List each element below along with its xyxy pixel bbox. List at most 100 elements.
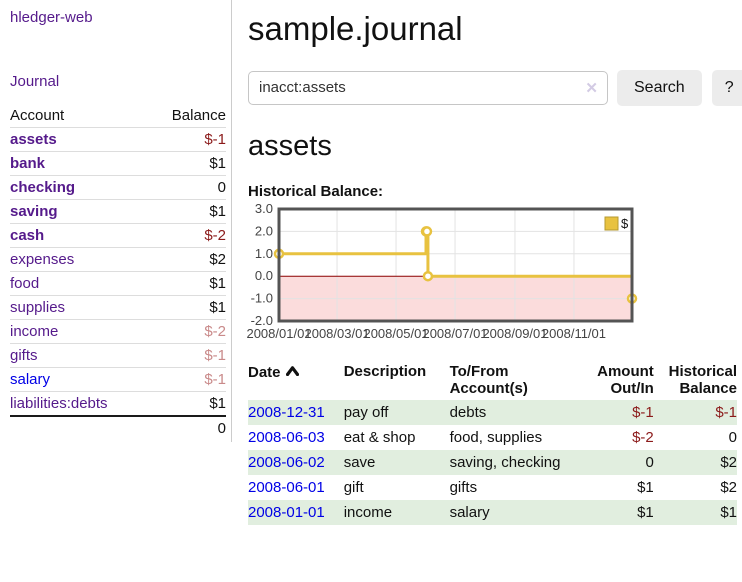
transaction-balance: $2 bbox=[720, 478, 737, 496]
sidebar: hledger-web Journal Account Balance asse… bbox=[0, 0, 232, 442]
transaction-date-link[interactable]: 2008-06-02 bbox=[248, 453, 325, 471]
register-row: 2008-06-01 gift gifts $1 $2 bbox=[248, 475, 737, 500]
account-link-bank[interactable]: bank bbox=[10, 155, 46, 172]
account-balance: $-2 bbox=[204, 323, 226, 340]
svg-text:2008/07/01: 2008/07/01 bbox=[422, 326, 487, 341]
account-link-cash[interactable]: cash bbox=[10, 227, 45, 244]
register-header-description: Description bbox=[343, 362, 427, 380]
account-row: food $1 bbox=[10, 271, 226, 296]
register-table: Date Description To/From Account(s) Amou… bbox=[248, 360, 737, 525]
account-balance: $1 bbox=[209, 275, 226, 292]
register-header-date[interactable]: Date bbox=[248, 360, 344, 400]
account-link-saving[interactable]: saving bbox=[10, 203, 58, 220]
account-row: cash $-2 bbox=[10, 223, 226, 248]
main-content: sample.journal ✕ Search ? assets Histori… bbox=[246, 0, 742, 525]
transaction-date-link[interactable]: 2008-06-01 bbox=[248, 478, 325, 496]
transaction-date-link[interactable]: 2008-12-31 bbox=[248, 403, 325, 421]
account-link-gifts[interactable]: gifts bbox=[10, 347, 38, 364]
transaction-accounts: salary bbox=[449, 503, 490, 521]
account-row: income $-2 bbox=[10, 319, 226, 344]
transaction-amount: $1 bbox=[637, 478, 654, 496]
search-form: ✕ Search ? bbox=[248, 69, 742, 106]
account-link-expenses[interactable]: expenses bbox=[10, 251, 75, 268]
register-row: 2008-06-03 eat & shop food, supplies $-2… bbox=[248, 425, 737, 450]
transaction-amount: $-1 bbox=[632, 403, 654, 421]
account-row: liabilities:debts $1 bbox=[10, 391, 226, 417]
svg-text:2008/01/01: 2008/01/01 bbox=[246, 326, 311, 341]
register-header-amount: Amount Out/In bbox=[597, 362, 654, 397]
register-row: 2008-01-01 income salary $1 $1 bbox=[248, 499, 737, 525]
accounts-header-balance: Balance bbox=[171, 107, 226, 124]
account-link-checking[interactable]: checking bbox=[10, 179, 76, 196]
account-row: salary $-1 bbox=[10, 367, 226, 392]
register-header-balance: Historical Balance bbox=[668, 362, 737, 397]
transaction-amount: $-2 bbox=[632, 428, 654, 446]
app-brand-link[interactable]: hledger-web bbox=[10, 9, 93, 26]
svg-text:-2.0: -2.0 bbox=[251, 313, 273, 328]
svg-text:2008/11/01: 2008/11/01 bbox=[542, 326, 606, 341]
transaction-description: gift bbox=[343, 478, 364, 496]
svg-text:2008/05/01: 2008/05/01 bbox=[363, 326, 428, 341]
account-link-food[interactable]: food bbox=[10, 275, 40, 292]
account-link-income[interactable]: income bbox=[10, 323, 59, 340]
accounts-total-balance: 0 bbox=[217, 420, 226, 437]
register-header-accounts: To/From Account(s) bbox=[449, 362, 528, 397]
account-link-salary[interactable]: salary bbox=[10, 371, 51, 388]
accounts-total-row: 0 bbox=[10, 416, 226, 440]
transaction-accounts: food, supplies bbox=[449, 428, 543, 446]
account-balance: $-1 bbox=[204, 131, 226, 148]
account-heading: assets bbox=[248, 129, 332, 162]
account-row: gifts $-1 bbox=[10, 343, 226, 368]
account-row: expenses $2 bbox=[10, 247, 226, 272]
help-button[interactable]: ? bbox=[711, 69, 742, 106]
search-input[interactable] bbox=[248, 70, 608, 105]
account-balance: $2 bbox=[209, 251, 226, 268]
account-row: saving $1 bbox=[10, 199, 226, 224]
transaction-description: save bbox=[343, 453, 376, 471]
account-balance: $1 bbox=[209, 299, 226, 316]
search-button[interactable]: Search bbox=[617, 69, 702, 106]
svg-text:3.0: 3.0 bbox=[255, 201, 273, 216]
accounts-table: Account Balance assets $-1 bank $1 checkin… bbox=[10, 104, 226, 440]
account-row: bank $1 bbox=[10, 151, 226, 176]
account-link-supplies[interactable]: supplies bbox=[10, 299, 66, 316]
svg-text:2008/09/01: 2008/09/01 bbox=[482, 326, 547, 341]
transaction-amount: $1 bbox=[637, 503, 654, 521]
account-balance: 0 bbox=[217, 179, 226, 196]
sidebar-item-journal[interactable]: Journal bbox=[10, 73, 60, 90]
chart-canvas: $3.0 2.0 1.0 0.0 -1.0 -2.02008/01/012008/03/0… bbox=[246, 201, 638, 341]
transaction-balance: 0 bbox=[728, 428, 737, 446]
account-row: checking 0 bbox=[10, 175, 226, 200]
svg-text:-1.0: -1.0 bbox=[251, 291, 273, 306]
svg-text:1.0: 1.0 bbox=[255, 246, 273, 261]
account-balance: $-2 bbox=[204, 227, 226, 244]
clear-search-icon[interactable]: ✕ bbox=[585, 79, 598, 97]
historical-balance-chart: $3.0 2.0 1.0 0.0 -1.0 -2.0 2008/01/01 2008/03/0… bbox=[246, 201, 648, 346]
transaction-balance: $2 bbox=[720, 453, 737, 471]
transaction-balance: $1 bbox=[720, 503, 737, 521]
account-link-assets[interactable]: assets bbox=[10, 131, 57, 148]
transaction-description: eat & shop bbox=[343, 428, 416, 446]
accounts-header-account: Account bbox=[10, 107, 65, 124]
register-row: 2008-12-31 pay off debts $-1 $-1 bbox=[248, 399, 737, 425]
transaction-accounts: gifts bbox=[449, 478, 478, 496]
sort-ascending-icon bbox=[285, 363, 299, 380]
svg-text:2.0: 2.0 bbox=[255, 223, 273, 238]
account-balance: $1 bbox=[209, 203, 226, 220]
transaction-description: income bbox=[343, 503, 393, 521]
account-balance: $1 bbox=[209, 395, 226, 412]
account-balance: $1 bbox=[209, 155, 226, 172]
chart-title: Historical Balance: bbox=[248, 182, 384, 200]
svg-text:2008/03/01: 2008/03/01 bbox=[304, 326, 369, 341]
register-row: 2008-06-02 save saving, checking 0 $2 bbox=[248, 449, 737, 475]
transaction-date-link[interactable]: 2008-06-03 bbox=[248, 428, 325, 446]
transaction-balance: $-1 bbox=[715, 403, 737, 421]
transaction-accounts: debts bbox=[449, 403, 487, 421]
page-title: sample.journal bbox=[248, 10, 463, 47]
account-link-liabilities-debts[interactable]: liabilities:debts bbox=[10, 395, 108, 412]
account-row: supplies $1 bbox=[10, 295, 226, 320]
svg-text:$: $ bbox=[621, 216, 629, 231]
transaction-date-link[interactable]: 2008-01-01 bbox=[248, 503, 325, 521]
transaction-amount: 0 bbox=[645, 453, 654, 471]
svg-text:0.0: 0.0 bbox=[255, 268, 273, 283]
